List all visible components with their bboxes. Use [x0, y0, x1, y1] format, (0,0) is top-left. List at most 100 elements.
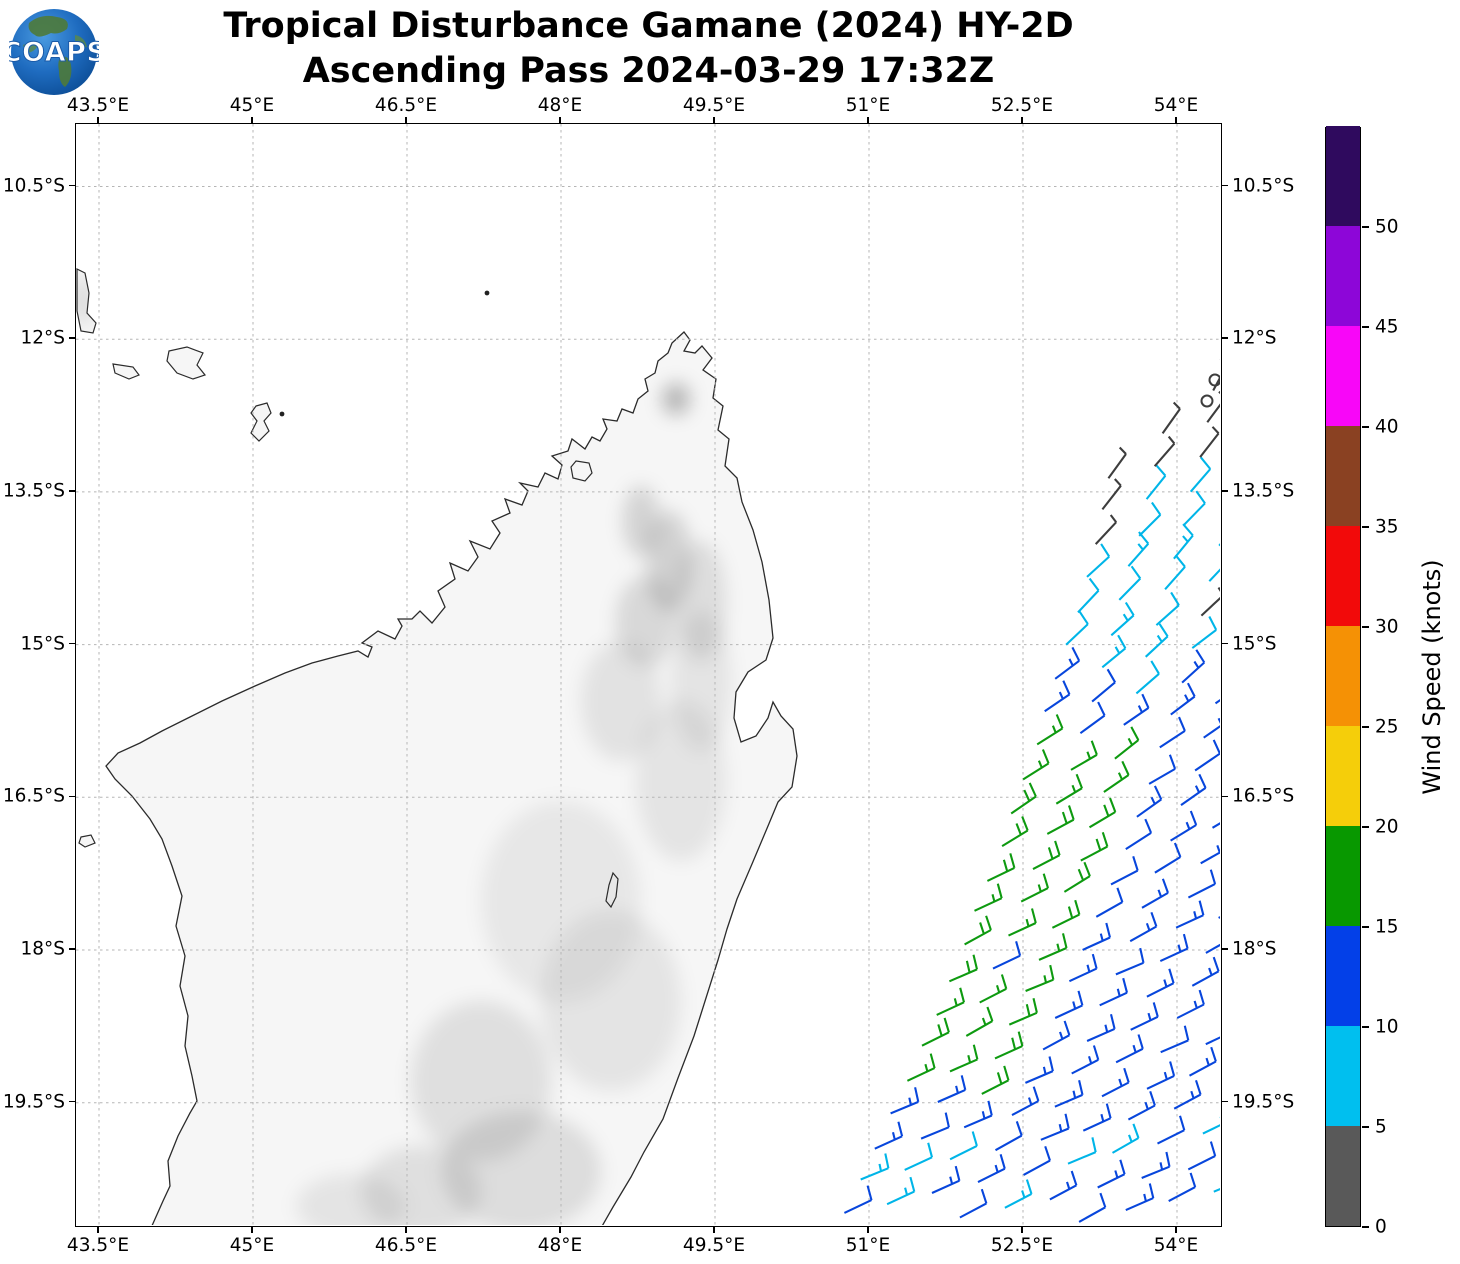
axis-tickmark: [1175, 1227, 1177, 1233]
wind-barb: [1145, 463, 1167, 500]
colorbar-segment: [1326, 1126, 1360, 1226]
island-coastline: [605, 871, 619, 909]
x-tick-label-top: 52.5°E: [990, 95, 1054, 116]
wind-barb: [1023, 1145, 1051, 1176]
wind-barb: [1208, 568, 1220, 582]
wind-barb: [1135, 660, 1160, 695]
axis-tickmark: [97, 117, 99, 123]
x-tick-label-bottom: 46.5°E: [374, 1235, 438, 1256]
wind-barb: [1101, 478, 1122, 511]
wind-barb: [1170, 810, 1198, 842]
wind-barb: [1008, 997, 1038, 1026]
wind-barb: [1211, 822, 1220, 829]
colorbar-segment: [1326, 726, 1360, 826]
wind-barb: [1189, 456, 1212, 493]
wind-barb: [1107, 446, 1127, 479]
axis-tickmark: [559, 117, 561, 123]
wind-barb: [1138, 501, 1162, 537]
wind-barb: [1065, 611, 1089, 646]
axis-tickmark: [69, 337, 75, 339]
calm-wind-circle: [1200, 394, 1214, 408]
x-tick-label-top: 45°E: [229, 95, 275, 116]
y-tick-label-right: 10.5°S: [1232, 175, 1295, 196]
title-line-1: Tropical Disturbance Gamane (2024) HY-2D: [223, 6, 1074, 46]
wind-barb: [1144, 623, 1169, 658]
wind-barb: [1123, 693, 1150, 726]
colorbar-tick-label: 20: [1375, 816, 1399, 838]
wind-barb: [1001, 816, 1029, 847]
wind-barb: [1199, 426, 1220, 458]
y-tick-label-right: 18°S: [1232, 938, 1277, 960]
wind-barb: [1097, 1159, 1126, 1189]
wind-barb: [979, 974, 1008, 1004]
y-tick-label-right: 16.5°S: [1232, 785, 1295, 807]
wind-barb: [1046, 805, 1075, 835]
wind-barb: [1070, 740, 1098, 771]
wind-barb: [920, 1112, 950, 1140]
land-madagascar: [76, 268, 798, 1225]
wind-barb: [1051, 899, 1081, 929]
colorbar-tickmark: [1362, 826, 1369, 828]
y-tick-label-left: 18°S: [20, 938, 65, 960]
wind-barb: [1110, 855, 1139, 886]
x-tick-label-bottom: 43.5°E: [66, 1235, 130, 1256]
wind-barb: [1218, 543, 1220, 547]
wind-barb: [1141, 1151, 1171, 1179]
wind-barb: [1153, 435, 1176, 467]
wind-barb: [1127, 531, 1150, 567]
wind-barb: [1101, 634, 1127, 669]
axis-tickmark: [69, 948, 75, 950]
title-line-2: Ascending Pass 2024-03-29 17:32Z: [302, 51, 995, 91]
wind-barb: [1077, 577, 1100, 614]
x-tick-label-bottom: 51°E: [845, 1235, 891, 1256]
axis-tickmark: [69, 490, 75, 492]
axis-tickmark: [97, 1227, 99, 1233]
wind-barb: [1099, 977, 1129, 1007]
y-tick-label-left: 12°S: [20, 327, 65, 349]
colorbar-tick-label: 10: [1375, 1016, 1399, 1038]
wind-barb: [963, 1100, 993, 1129]
wind-barb: [906, 1053, 936, 1082]
x-tick-label-top: 46.5°E: [374, 95, 438, 116]
island-coastline: [250, 402, 272, 442]
island-coastline: [76, 268, 97, 334]
wind-barb: [1042, 1020, 1071, 1051]
wind-barb: [1183, 490, 1206, 526]
island-coastline: [166, 346, 207, 380]
wind-barb: [886, 1176, 916, 1206]
wind-barb: [1025, 964, 1055, 992]
wind-barb: [986, 853, 1016, 882]
axis-tickmark: [1222, 490, 1228, 492]
wind-barb: [1203, 717, 1220, 739]
wind-barb: [1094, 514, 1118, 545]
wind-barb: [1082, 1103, 1112, 1132]
wind-barb: [1125, 1183, 1155, 1212]
axis-tickmark: [1222, 337, 1228, 339]
coaps-globe-icon: COAPS: [1, 9, 106, 95]
gridlines: [76, 124, 1220, 1225]
colorbar-tick-label: 35: [1375, 516, 1399, 538]
y-tick-label-left: 10.5°S: [2, 175, 65, 196]
wind-barb: [1141, 878, 1169, 909]
map-plot: [75, 123, 1222, 1227]
wind-barb: [937, 1075, 967, 1103]
wind-barb: [1127, 1090, 1156, 1121]
axis-tickmark: [69, 642, 75, 645]
axis-tickmark: [1222, 642, 1228, 645]
wind-barb: [1164, 554, 1186, 590]
island-coastline: [112, 363, 140, 380]
axis-tickmark: [713, 117, 715, 123]
coastline: [105, 331, 798, 1225]
x-tick-label-top: 49.5°E: [682, 95, 746, 116]
wind-barb: [1168, 1172, 1197, 1203]
wind-barb: [964, 915, 992, 946]
wind-barb: [1111, 1123, 1140, 1154]
y-tick-label-right: 19.5°S: [1232, 1091, 1295, 1113]
wind-barb: [994, 1121, 1023, 1152]
colorbar-tick-label: 40: [1375, 416, 1399, 438]
y-tick-label-right: 13.5°S: [1232, 480, 1295, 502]
wind-barb: [1114, 726, 1140, 760]
coaps-logo-text: COAPS: [9, 37, 99, 68]
colorbar-tick-label: 30: [1375, 616, 1399, 638]
wind-barb: [1063, 861, 1091, 893]
